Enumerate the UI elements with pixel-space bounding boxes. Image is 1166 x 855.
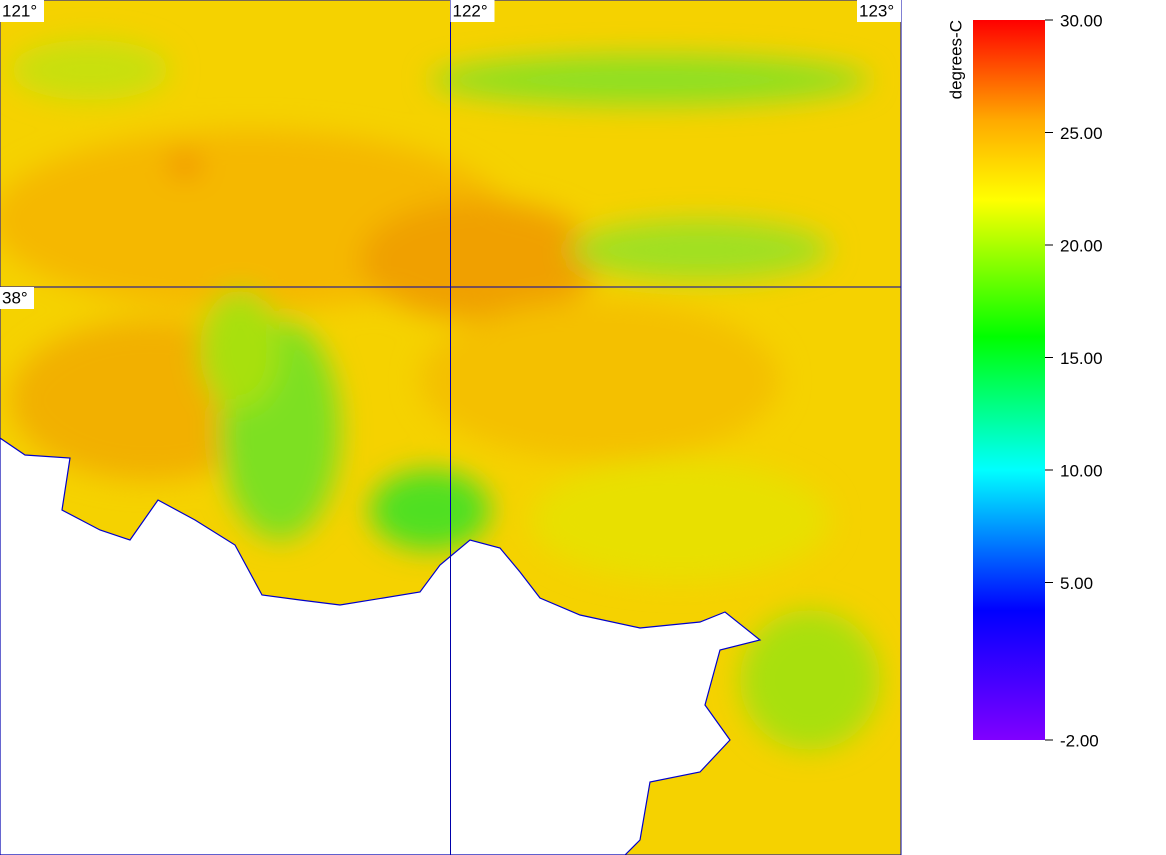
colorbar-tick-label: 10.00	[1060, 461, 1103, 480]
label-bg	[0, 287, 34, 309]
temperature-field	[0, 40, 880, 750]
longitude-label: 122°	[453, 1, 488, 20]
colorbar-tick-label: 30.00	[1060, 11, 1103, 30]
map-frame	[0, 0, 902, 855]
land	[0, 437, 762, 855]
colorbar-tick-label: 15.00	[1060, 349, 1103, 368]
longitude-label: 121°	[2, 1, 37, 20]
colorbar-tick-label: 25.00	[1060, 124, 1103, 143]
longitude-label: 123°	[859, 1, 894, 20]
label-bg	[450, 0, 495, 22]
colorbar: degrees-C 30.00 25.00 20.00 15.00 10.00 5.00 -…	[946, 11, 1102, 750]
colorbar-tick-label: -2.00	[1060, 731, 1099, 750]
graticule: 121° 122° 123° 38°	[0, 0, 901, 855]
latitude-label: 38°	[2, 288, 28, 307]
colorbar-title: degrees-C	[946, 20, 965, 99]
label-bg	[857, 0, 901, 22]
colorbar-ramp	[973, 20, 1045, 740]
label-bg	[0, 0, 44, 22]
colorbar-tick-label: 20.00	[1060, 236, 1103, 255]
colorbar-tick-label: 5.00	[1060, 574, 1093, 593]
